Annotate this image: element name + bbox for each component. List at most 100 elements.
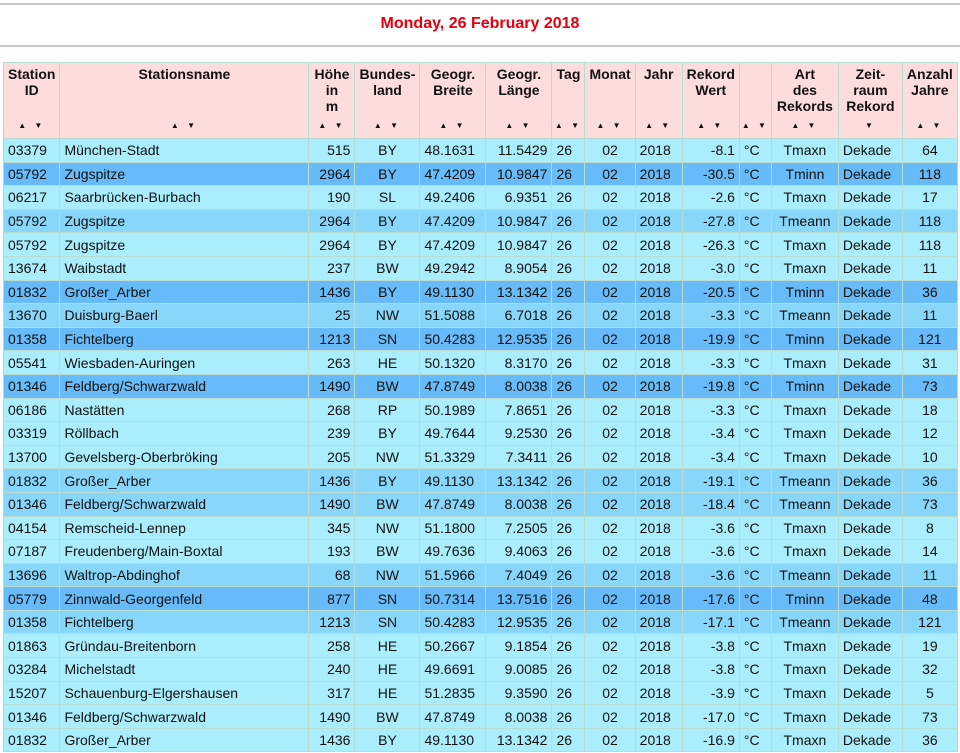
cell-monat: 02 — [584, 562, 636, 588]
cell-rekord-wert: -3.4 — [681, 421, 740, 446]
cell-hoehe: 68 — [308, 562, 356, 588]
sort-arrows-icon[interactable]: ▲ ▼ — [170, 121, 198, 130]
cell-monat: 02 — [584, 397, 636, 423]
cell-laenge: 13.1342 — [485, 279, 553, 305]
cell-stationsname: Gevelsberg-Oberbröking — [59, 444, 310, 470]
sort-arrows-icon[interactable]: ▲ ▼ — [439, 121, 467, 130]
sort-arrows-icon[interactable]: ▲ ▼ — [554, 121, 582, 130]
column-header-anzahl[interactable]: Anzahl Jahre ▲ ▼ — [901, 62, 958, 139]
cell-art: Tmeann — [770, 609, 839, 635]
cell-breite: 49.1130 — [419, 727, 487, 753]
cell-breite: 47.4209 — [419, 208, 487, 234]
cell-anzahl: 12 — [901, 421, 958, 446]
cell-zeitraum: Dekade — [837, 185, 903, 210]
sort-arrows-icon[interactable]: ▲ ▼ — [18, 121, 46, 130]
cell-unit: °C — [738, 421, 772, 446]
cell-laenge: 10.9847 — [485, 161, 553, 187]
cell-tag: 26 — [551, 208, 586, 234]
column-header-breite[interactable]: Geogr. Breite ▲ ▼ — [419, 62, 487, 139]
column-header-rekord-wert[interactable]: Rekord Wert ▲ ▼ — [681, 62, 740, 139]
cell-zeitraum: Dekade — [837, 326, 903, 352]
cell-rekord-wert: -27.8 — [681, 208, 740, 234]
cell-art: Tmeann — [770, 208, 839, 234]
column-header-art[interactable]: Art des Rekords ▲ ▼ — [770, 62, 839, 139]
column-header-hoehe[interactable]: Höhe in m ▲ ▼ — [308, 62, 356, 139]
cell-stationsname: Waibstadt — [59, 255, 310, 281]
table-row: 05779 Zinnwald-Georgenfeld 877 SN 50.7314 13.… — [2, 586, 958, 611]
cell-hoehe: 1213 — [308, 326, 356, 352]
cell-tag: 26 — [551, 373, 586, 399]
column-header-label: Station ID — [8, 66, 56, 98]
cell-hoehe: 2964 — [308, 208, 356, 234]
cell-rekord-wert: -30.5 — [681, 161, 740, 187]
column-header-stationsname[interactable]: Stationsname ▲ ▼ — [59, 62, 310, 139]
column-header-zeitraum[interactable]: Zeit-raum Rekord ▼ — [837, 62, 903, 139]
cell-art: Tminn — [770, 279, 839, 305]
cell-stationsname: Feldberg/Schwarzwald — [59, 704, 310, 729]
cell-monat: 02 — [584, 444, 636, 470]
cell-stationsname: Großer_Arber — [59, 727, 310, 753]
cell-anzahl: 10 — [901, 444, 958, 470]
cell-monat: 02 — [584, 303, 636, 328]
cell-zeitraum: Dekade — [837, 727, 903, 753]
table-row: 13700 Gevelsberg-Oberbröking 205 NW 51.3329 7… — [2, 444, 958, 470]
cell-anzahl: 118 — [901, 208, 958, 234]
cell-art: Tmaxn — [770, 633, 839, 659]
cell-unit: °C — [738, 138, 772, 163]
cell-monat: 02 — [584, 727, 636, 753]
cell-monat: 02 — [584, 491, 636, 517]
cell-bundesland: NW — [354, 444, 421, 470]
column-header-label: Rekord Wert — [686, 66, 735, 98]
cell-stationsname: Großer_Arber — [59, 468, 310, 493]
column-header-tag[interactable]: Tag ▲ ▼ — [551, 62, 586, 139]
cell-breite: 50.1989 — [419, 397, 487, 423]
sort-arrows-icon[interactable]: ▲ ▼ — [596, 121, 624, 130]
cell-rekord-wert: -17.0 — [681, 704, 740, 729]
sort-arrows-icon[interactable]: ▲ ▼ — [916, 121, 944, 130]
sort-arrows-icon[interactable]: ▲ ▼ — [645, 121, 673, 130]
column-header-laenge[interactable]: Geogr. Länge ▲ ▼ — [485, 62, 553, 139]
cell-station-id: 01358 — [2, 609, 61, 635]
cell-monat: 02 — [584, 255, 636, 281]
sort-arrows-icon[interactable]: ▲ ▼ — [741, 121, 769, 130]
sort-arrows-icon[interactable]: ▲ ▼ — [318, 121, 346, 130]
cell-hoehe: 268 — [308, 397, 356, 423]
column-header-monat[interactable]: Monat ▲ ▼ — [584, 62, 636, 139]
cell-bundesland: HE — [354, 680, 421, 706]
cell-monat: 02 — [584, 326, 636, 352]
sort-arrows-icon[interactable]: ▼ — [864, 121, 876, 130]
cell-zeitraum: Dekade — [837, 468, 903, 493]
cell-zeitraum: Dekade — [837, 232, 903, 257]
column-header-label: Art des Rekords — [776, 66, 833, 114]
table-row: 01346 Feldberg/Schwarzwald 1490 BW 47.8749 8.… — [2, 704, 958, 729]
column-header-bundesland[interactable]: Bundes-land ▲ ▼ — [354, 62, 421, 139]
cell-jahr: 2018 — [634, 586, 683, 611]
sort-arrows-icon[interactable]: ▲ ▼ — [697, 121, 725, 130]
cell-station-id: 01346 — [2, 491, 61, 517]
cell-zeitraum: Dekade — [837, 208, 903, 234]
cell-zeitraum: Dekade — [837, 138, 903, 163]
cell-bundesland: BY — [354, 138, 421, 163]
cell-rekord-wert: -3.9 — [681, 680, 740, 706]
cell-art: Tminn — [770, 161, 839, 187]
cell-zeitraum: Dekade — [837, 491, 903, 517]
table-row: 04154 Remscheid-Lennep 345 NW 51.1800 7.2505 2… — [2, 515, 958, 541]
sort-arrows-icon[interactable]: ▲ ▼ — [505, 121, 533, 130]
cell-unit: °C — [738, 326, 772, 352]
cell-jahr: 2018 — [634, 704, 683, 729]
column-header-unit[interactable]: ▲ ▼ — [738, 62, 772, 139]
cell-station-id: 01346 — [2, 704, 61, 729]
table-row: 05792 Zugspitze 2964 BY 47.4209 10.9847 26 02 20… — [2, 161, 958, 187]
cell-unit: °C — [738, 373, 772, 399]
cell-zeitraum: Dekade — [837, 633, 903, 659]
cell-breite: 49.2942 — [419, 255, 487, 281]
cell-rekord-wert: -26.3 — [681, 232, 740, 257]
sort-arrows-icon[interactable]: ▲ ▼ — [373, 121, 401, 130]
cell-station-id: 03379 — [2, 138, 61, 163]
cell-laenge: 7.2505 — [485, 515, 553, 541]
cell-unit: °C — [738, 444, 772, 470]
sort-arrows-icon[interactable]: ▲ ▼ — [791, 121, 819, 130]
column-header-station-id[interactable]: Station ID ▲ ▼ — [2, 62, 61, 139]
column-header-jahr[interactable]: Jahr ▲ ▼ — [634, 62, 683, 139]
cell-art: Tmeann — [770, 468, 839, 493]
